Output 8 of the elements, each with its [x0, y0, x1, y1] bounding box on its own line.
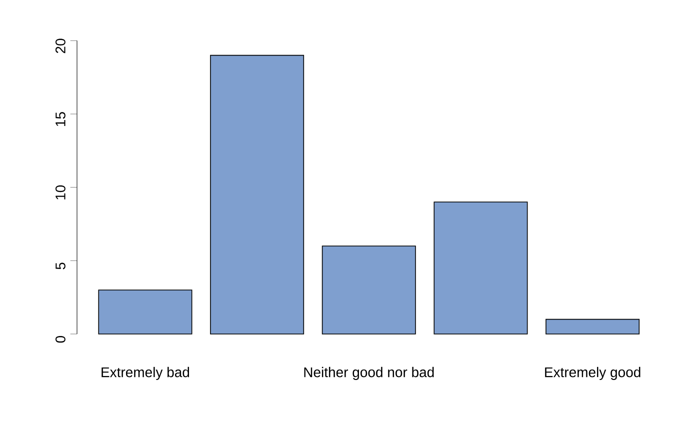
y-tick-label: 20 — [56, 38, 66, 54]
y-tick-label: 10 — [56, 185, 66, 200]
x-tick-label: Extremely bad — [102, 366, 190, 380]
x-tick-label: Extremely good — [545, 366, 640, 380]
y-tick-label: 15 — [56, 112, 66, 126]
x-tick-label: Neither good nor bad — [304, 366, 434, 380]
y-tick-label: 5 — [56, 262, 66, 270]
y-tick-label: 0 — [56, 336, 66, 343]
